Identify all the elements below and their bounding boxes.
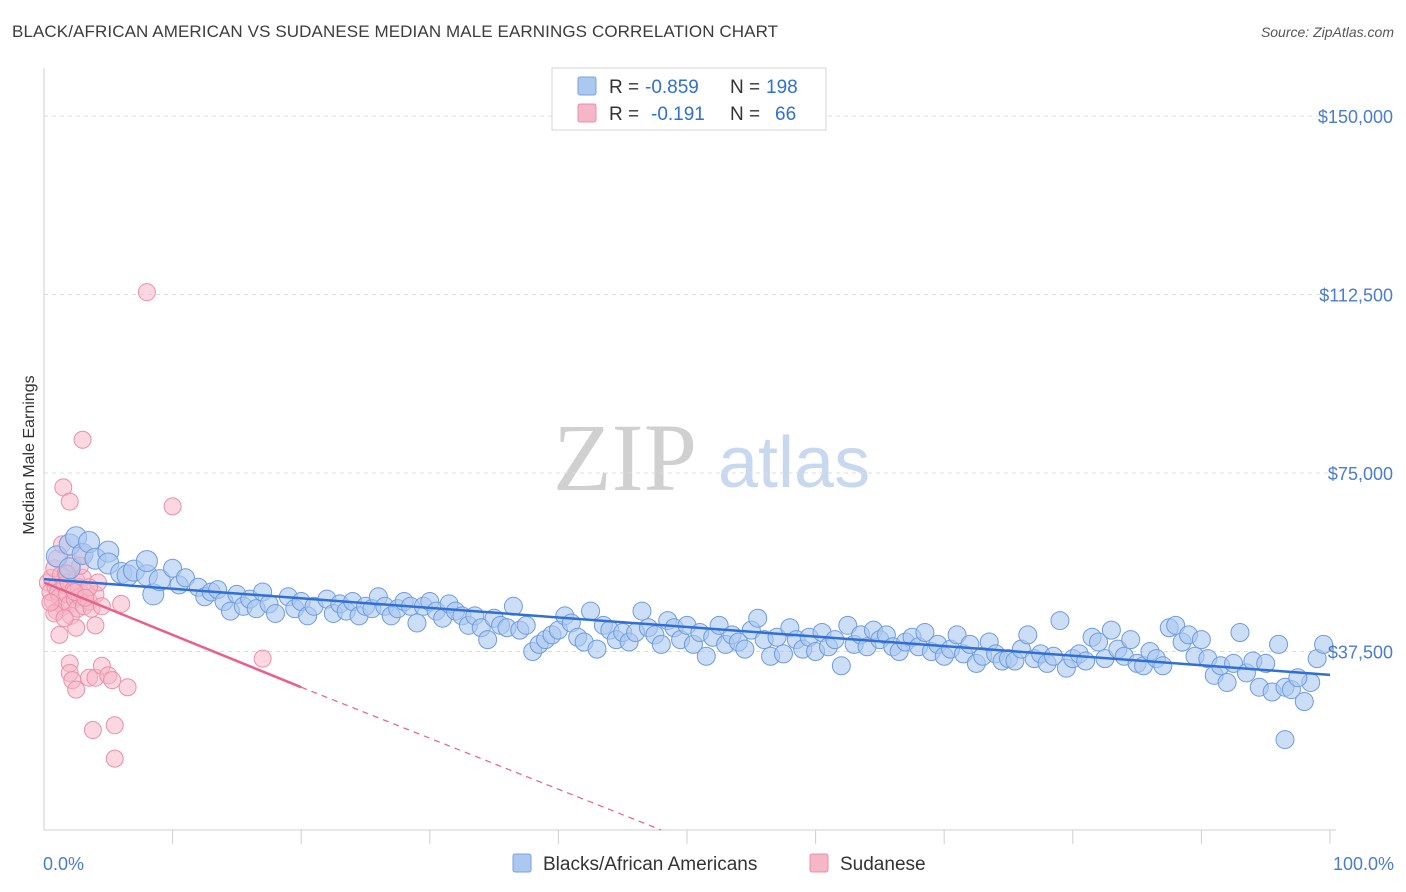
black-point-118	[838, 615, 858, 635]
sudanese-point-56	[50, 625, 69, 644]
black-trend-line	[43, 577, 1331, 677]
black-point-155	[1076, 651, 1096, 671]
sudanese-point-41	[67, 618, 86, 637]
legend-r-value-1: -0.859	[645, 77, 699, 98]
black-point-157	[1089, 632, 1109, 652]
black-point-179	[1230, 622, 1250, 642]
series-legend-label-pink: Sudanese	[840, 854, 926, 875]
x-tick-max: 100.0%	[1333, 854, 1394, 874]
black-point-51	[407, 613, 427, 633]
sudanese-point-55	[253, 649, 272, 668]
sudanese-point-45	[67, 680, 86, 699]
chart-title: BLACK/AFRICAN AMERICAN VS SUDANESE MEDIA…	[12, 22, 779, 41]
black-point-16	[163, 558, 183, 578]
sudanese-point-54	[105, 749, 124, 768]
black-point-193	[1275, 730, 1295, 750]
black-point-2	[58, 557, 81, 580]
sudanese-point-53	[105, 716, 124, 735]
stats-legend: R = -0.859 N = 198 R = -0.191 N = 66	[551, 67, 827, 131]
trend-lines	[43, 577, 1331, 831]
black-point-150	[1044, 646, 1064, 666]
black-point-188	[1294, 691, 1314, 711]
black-point-177	[1217, 672, 1237, 692]
axes	[43, 68, 1336, 844]
black-point-96	[696, 646, 716, 666]
legend-n-value-2: 66	[775, 104, 796, 125]
series-legend: Blacks/African Americans Sudanese	[512, 853, 926, 875]
black-point-13	[135, 550, 158, 573]
sudanese-point-65	[41, 593, 60, 612]
sudanese-points	[38, 283, 272, 768]
series-legend-label-blue: Blacks/African Americans	[543, 854, 757, 875]
y-axis-label: Median Male Earnings	[21, 375, 38, 534]
stats-legend-box	[551, 67, 827, 131]
sudanese-point-52	[83, 721, 102, 740]
black-point-86	[632, 601, 652, 621]
sudanese-point-40	[86, 616, 105, 635]
black-point-15	[148, 569, 171, 592]
black-point-146	[1018, 625, 1038, 645]
black-point-62	[478, 630, 498, 650]
sudanese-point-36	[73, 430, 92, 449]
black-point-191	[1314, 634, 1334, 654]
black-point-159	[1101, 620, 1121, 640]
black-point-183	[1256, 653, 1276, 673]
legend-n-value-1: 198	[766, 77, 798, 98]
black-point-102	[735, 639, 755, 659]
y-tick-label-0: $37,500	[1328, 643, 1393, 663]
black-point-117	[831, 656, 851, 676]
black-point-151	[1050, 611, 1070, 631]
black-point-31	[265, 603, 285, 623]
sudanese-point-35	[60, 492, 79, 511]
watermark-zip: ZIP	[553, 404, 697, 511]
sudanese-point-51	[118, 678, 137, 697]
black-point-78	[581, 601, 601, 621]
legend-swatch-pink	[577, 103, 597, 123]
black-point-104	[748, 608, 768, 628]
gridlines	[44, 115, 1330, 653]
black-point-130	[915, 622, 935, 642]
y-tick-label-2: $112,500	[1319, 286, 1393, 306]
sudanese-trend-line	[43, 581, 302, 689]
black-points	[45, 526, 1334, 750]
legend-r-value-2: -0.191	[651, 104, 705, 125]
black-point-167	[1153, 656, 1173, 676]
black-point-173	[1191, 630, 1211, 650]
black-point-18	[175, 568, 195, 588]
black-point-108	[773, 644, 793, 664]
sudanese-point-39	[112, 594, 131, 613]
sudanese-point-38	[163, 497, 182, 516]
y-tick-label-3: $150,000	[1318, 107, 1393, 127]
black-point-169	[1166, 615, 1186, 635]
source-label: Source: ZipAtlas.com	[1260, 24, 1394, 40]
sudanese-point-50	[103, 671, 122, 690]
legend-n-label-1: N =	[730, 77, 760, 98]
black-point-135	[947, 625, 967, 645]
sudanese-point-61	[55, 609, 74, 628]
black-point-79	[587, 639, 607, 659]
x-tick-min: 0.0%	[43, 854, 84, 874]
black-point-162	[1121, 630, 1141, 650]
y-tick-labels: $37,500 $75,000 $112,500 $150,000	[1318, 107, 1393, 662]
series-legend-swatch-pink	[809, 853, 829, 873]
y-tick-label-1: $75,000	[1328, 464, 1393, 484]
legend-n-label-2: N =	[730, 104, 760, 125]
series-legend-swatch-blue	[512, 853, 532, 873]
legend-swatch-blue	[577, 76, 597, 96]
black-point-185	[1269, 634, 1289, 654]
sudanese-point-37	[137, 283, 156, 302]
watermark-atlas: atlas	[718, 423, 870, 503]
black-point-68	[516, 615, 536, 635]
sudanese-trend-extension	[300, 686, 662, 831]
legend-r-label-1: R =	[609, 77, 639, 98]
black-point-89	[651, 634, 671, 654]
legend-r-label-2: R =	[609, 104, 639, 125]
